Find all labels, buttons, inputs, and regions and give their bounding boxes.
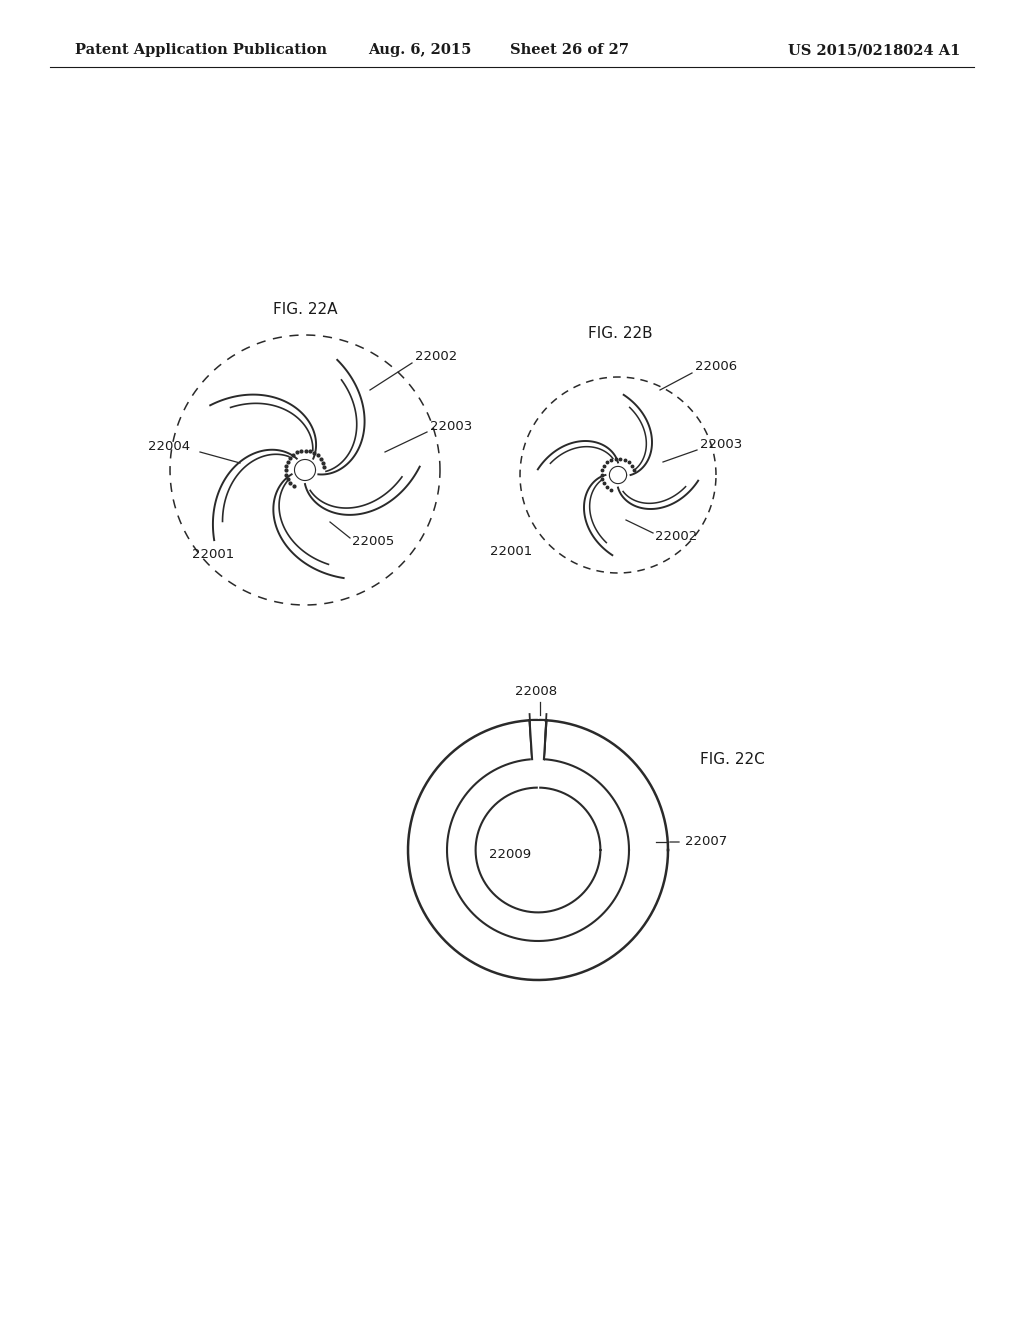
Text: FIG. 22B: FIG. 22B bbox=[588, 326, 652, 341]
Text: Aug. 6, 2015: Aug. 6, 2015 bbox=[369, 44, 472, 57]
Text: 22007: 22007 bbox=[685, 836, 727, 847]
Text: 22002: 22002 bbox=[655, 531, 697, 543]
Polygon shape bbox=[530, 719, 543, 760]
Text: Sheet 26 of 27: Sheet 26 of 27 bbox=[511, 44, 630, 57]
Text: 22003: 22003 bbox=[700, 438, 742, 451]
Text: FIG. 22A: FIG. 22A bbox=[272, 302, 337, 318]
Text: 22001: 22001 bbox=[193, 548, 234, 561]
Text: 22009: 22009 bbox=[488, 847, 531, 861]
Text: FIG. 22C: FIG. 22C bbox=[700, 752, 765, 767]
Text: 22002: 22002 bbox=[415, 350, 458, 363]
Text: 22001: 22001 bbox=[490, 545, 532, 558]
Text: Patent Application Publication: Patent Application Publication bbox=[75, 44, 327, 57]
Text: 22006: 22006 bbox=[695, 360, 737, 374]
Text: 22008: 22008 bbox=[515, 685, 557, 698]
Text: US 2015/0218024 A1: US 2015/0218024 A1 bbox=[787, 44, 961, 57]
Text: 22003: 22003 bbox=[430, 420, 472, 433]
Text: 22004: 22004 bbox=[148, 440, 190, 453]
Text: 22005: 22005 bbox=[352, 535, 394, 548]
